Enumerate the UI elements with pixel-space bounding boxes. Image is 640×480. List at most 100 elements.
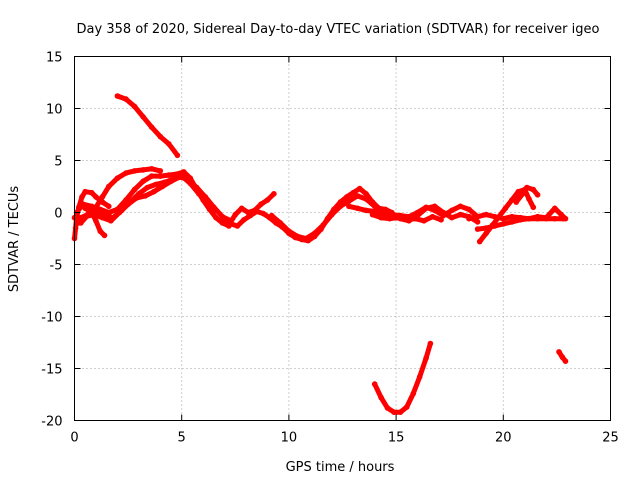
data-point — [530, 204, 537, 211]
y-tick-label: 5 — [54, 155, 62, 170]
data-point — [552, 215, 558, 222]
data-point — [268, 212, 275, 219]
data-point — [76, 220, 82, 226]
data-point — [562, 215, 569, 222]
data-point — [286, 228, 292, 234]
plot-frame — [74, 56, 611, 421]
data-point — [476, 238, 483, 245]
data-point — [264, 197, 271, 203]
data-point — [211, 204, 217, 211]
data-point — [509, 197, 515, 203]
data-point — [144, 184, 151, 191]
data-point — [543, 214, 549, 221]
data-point — [354, 205, 361, 212]
data-point — [423, 355, 429, 361]
data-point — [174, 152, 181, 159]
data-point — [93, 218, 99, 224]
data-point — [513, 199, 519, 205]
data-point — [427, 340, 434, 347]
data-point — [556, 349, 562, 355]
data-point — [131, 168, 138, 174]
data-point — [534, 192, 541, 198]
data-point — [466, 206, 472, 213]
data-point — [346, 198, 352, 204]
data-point — [474, 226, 481, 232]
data-point — [247, 212, 254, 219]
data-point — [82, 205, 88, 212]
y-tick-label: -15 — [41, 363, 62, 378]
data-point — [416, 374, 423, 380]
data-point — [88, 203, 95, 210]
data-point — [140, 178, 146, 185]
data-point — [519, 191, 526, 197]
data-point — [530, 186, 537, 193]
data-point — [429, 213, 436, 220]
data-point — [378, 394, 384, 401]
data-point — [329, 211, 335, 218]
data-point — [238, 205, 245, 212]
x-tick-label: 20 — [495, 431, 512, 446]
data-point — [157, 173, 164, 179]
data-point — [131, 103, 138, 110]
data-point — [320, 222, 327, 228]
data-point — [423, 205, 429, 212]
data-point — [457, 203, 464, 210]
data-point — [166, 172, 172, 178]
data-point — [108, 218, 114, 224]
y-tick-label: -20 — [41, 415, 62, 430]
data-point — [502, 205, 509, 212]
data-point — [384, 405, 391, 411]
data-point — [337, 203, 344, 210]
data-point — [99, 194, 106, 200]
data-point — [421, 218, 427, 224]
x-tick-label: 25 — [602, 431, 619, 446]
data-point — [93, 194, 99, 200]
data-point — [148, 173, 155, 179]
data-point — [294, 233, 301, 240]
data-point — [559, 354, 566, 360]
x-axis-label: GPS time / hours — [286, 460, 395, 475]
data-point — [509, 213, 515, 220]
data-point — [82, 188, 88, 195]
data-point — [151, 188, 157, 195]
y-tick-label: 10 — [46, 103, 63, 118]
data-point — [363, 191, 369, 197]
data-point — [356, 185, 363, 192]
data-point — [185, 176, 191, 182]
data-point — [491, 213, 498, 220]
data-point — [515, 188, 522, 195]
data-point — [159, 183, 166, 190]
data-point — [234, 223, 241, 229]
data-point — [395, 214, 402, 221]
data-point — [260, 210, 267, 217]
data-point — [258, 201, 264, 207]
chart-title: Day 358 of 2020, Sidereal Day-to-day VTE… — [77, 22, 600, 37]
data-point — [552, 205, 558, 212]
series-arc-11 — [346, 203, 481, 220]
data-point — [181, 169, 187, 175]
series-arc-13 — [372, 341, 433, 415]
gridlines — [74, 56, 611, 421]
data-point — [157, 133, 164, 140]
data-point — [500, 221, 507, 227]
data-point — [438, 217, 444, 223]
data-point — [350, 189, 357, 196]
y-tick-label: 0 — [54, 207, 62, 222]
data-point — [133, 195, 140, 201]
data-point — [148, 124, 155, 130]
x-tick-label: 15 — [388, 431, 405, 446]
data-point — [344, 194, 350, 200]
data-point — [271, 191, 277, 197]
data-point — [410, 390, 417, 397]
data-point — [303, 235, 309, 242]
data-point — [219, 213, 226, 220]
data-point — [483, 211, 489, 218]
data-point — [253, 208, 260, 215]
data-point — [346, 203, 352, 210]
data-point — [123, 96, 129, 102]
data-point — [371, 203, 378, 210]
data-point — [142, 193, 149, 199]
data-point — [386, 215, 393, 222]
data-point — [82, 213, 88, 220]
data-point — [99, 214, 106, 221]
